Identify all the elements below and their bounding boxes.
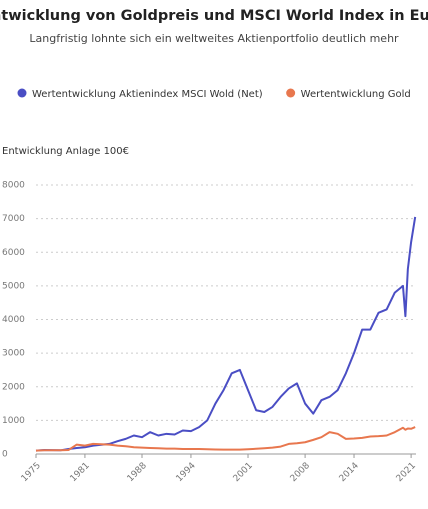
y-tick-label: 2000 bbox=[2, 382, 25, 392]
x-tick-label: 1988 bbox=[126, 461, 149, 484]
x-tick-label: 1994 bbox=[175, 461, 198, 484]
x-tick-label: 2021 bbox=[395, 461, 418, 484]
x-tick-label: 2001 bbox=[232, 461, 255, 484]
legend-marker bbox=[286, 88, 296, 98]
y-tick-label: 0 bbox=[2, 450, 8, 460]
x-tick-label: 2008 bbox=[289, 461, 312, 484]
legend-label: Wertentwicklung Gold bbox=[301, 89, 411, 100]
y-tick-label: 7000 bbox=[2, 214, 25, 224]
series-line bbox=[35, 426, 416, 452]
y-tick-label: 1000 bbox=[2, 416, 25, 426]
x-tick-label: 2014 bbox=[338, 461, 361, 484]
y-axis-label: Entwicklung Anlage 100€ bbox=[2, 146, 129, 157]
y-tick-label: 3000 bbox=[2, 349, 25, 359]
series-line bbox=[35, 216, 417, 452]
x-tick-label: 1981 bbox=[69, 461, 92, 484]
legend-marker bbox=[17, 88, 27, 98]
legend-label: Wertentwicklung Aktienindex MSCI Wold (N… bbox=[32, 89, 263, 100]
chart-title: Entwicklung von Goldpreis und MSCI World… bbox=[0, 8, 428, 24]
x-tick-label: 1975 bbox=[20, 461, 43, 484]
y-tick-label: 5000 bbox=[2, 281, 25, 291]
y-tick-label: 6000 bbox=[2, 248, 25, 258]
y-tick-label: 4000 bbox=[2, 315, 25, 325]
chart-subtitle: Langfristig lohnte sich ein weltweites A… bbox=[29, 32, 399, 45]
y-tick-label: 8000 bbox=[2, 181, 25, 191]
